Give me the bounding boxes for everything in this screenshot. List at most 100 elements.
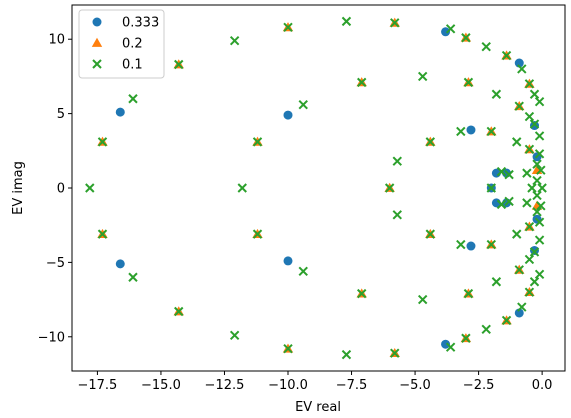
- data-point-stroke: [461, 333, 471, 343]
- legend-marker-x-stroke: [92, 59, 102, 69]
- data-point-stroke: [529, 277, 540, 287]
- data-point: [524, 144, 535, 155]
- data-point: [514, 265, 524, 275]
- data-point-stroke: [496, 166, 507, 177]
- data-point: [237, 183, 247, 193]
- data-point: [425, 229, 436, 239]
- data-point: [529, 247, 540, 257]
- legend-label: 0.2: [122, 37, 143, 52]
- data-point: [537, 183, 547, 193]
- data-point: [529, 89, 540, 99]
- x-tick-label: 0.0: [532, 378, 553, 393]
- data-point: [524, 221, 535, 232]
- data-point: [532, 159, 542, 169]
- data-point-stroke: [532, 159, 542, 169]
- data-point: [85, 183, 95, 193]
- data-point-stroke: [341, 16, 352, 27]
- data-point: [534, 269, 545, 279]
- data-point-stroke: [514, 101, 524, 111]
- data-point: [532, 175, 542, 186]
- data-point-stroke: [486, 239, 497, 250]
- data-point: [501, 50, 512, 61]
- x-tick-label: −7.5: [336, 378, 368, 393]
- data-point: [252, 137, 263, 147]
- data-point: [534, 97, 545, 107]
- data-point: [517, 64, 527, 74]
- data-point: [532, 190, 542, 201]
- points-layer: [85, 16, 547, 360]
- data-point: [496, 166, 507, 177]
- data-point: [534, 149, 545, 159]
- data-point-stroke: [512, 137, 522, 147]
- data-point: [527, 183, 537, 193]
- data-point-stroke: [524, 221, 535, 232]
- data-point-stroke: [298, 99, 308, 110]
- data-point-stroke: [425, 229, 436, 239]
- data-point: [536, 165, 546, 175]
- data-point-stroke: [534, 217, 545, 227]
- data-point: [466, 125, 476, 135]
- data-point-stroke: [536, 201, 546, 211]
- data-point: [514, 58, 524, 68]
- data-point-stroke: [390, 348, 400, 358]
- legend-label: 0.1: [122, 58, 143, 73]
- data-point: [530, 245, 540, 255]
- legend-marker-circle: [92, 17, 102, 27]
- data-point: [486, 183, 497, 193]
- data-point: [229, 36, 240, 46]
- data-point-stroke: [461, 33, 471, 43]
- data-point: [341, 16, 352, 27]
- data-point: [496, 199, 507, 210]
- data-point-stroke: [237, 183, 247, 193]
- data-point-stroke: [529, 247, 540, 257]
- data-point-stroke: [229, 330, 240, 340]
- data-point-stroke: [229, 36, 240, 46]
- x-tick-label: −2.5: [463, 378, 495, 393]
- data-point: [229, 330, 240, 340]
- data-point: [532, 207, 542, 217]
- data-point: [356, 77, 367, 88]
- data-point: [461, 333, 471, 343]
- data-point-stroke: [456, 126, 466, 137]
- data-point-stroke: [356, 77, 367, 88]
- data-point-stroke: [532, 207, 542, 217]
- y-tick-label: −10: [38, 330, 65, 345]
- legend-items: 0.333 0.2 0.1: [91, 16, 159, 73]
- data-point-stroke: [481, 41, 491, 52]
- data-point: [534, 131, 545, 141]
- data-point-stroke: [97, 137, 108, 147]
- data-point: [252, 229, 263, 239]
- data-point: [504, 169, 514, 180]
- data-point: [392, 156, 402, 166]
- data-point-stroke: [491, 277, 502, 287]
- x-tick-label: −15.0: [141, 378, 181, 393]
- data-point-stroke: [417, 71, 428, 82]
- data-point-stroke: [537, 183, 547, 193]
- data-point: [466, 241, 476, 251]
- data-point-stroke: [504, 196, 514, 207]
- data-point-stroke: [517, 64, 527, 74]
- data-point: [356, 288, 367, 299]
- data-point: [504, 196, 514, 207]
- data-point: [283, 110, 293, 120]
- data-point: [486, 239, 497, 250]
- data-point: [441, 27, 451, 37]
- data-point-stroke: [512, 229, 522, 239]
- data-point: [174, 306, 184, 317]
- data-point-stroke: [298, 266, 308, 277]
- data-point-stroke: [532, 175, 542, 186]
- data-point-stroke: [524, 144, 535, 155]
- data-point: [512, 137, 522, 147]
- data-point: [481, 41, 491, 52]
- data-point-stroke: [501, 315, 512, 326]
- legend-marker-triangle: [91, 37, 103, 47]
- data-point-stroke: [463, 77, 474, 88]
- data-point: [445, 342, 456, 352]
- data-point-stroke: [486, 126, 497, 137]
- data-point-stroke: [384, 183, 395, 193]
- data-point: [298, 99, 308, 110]
- data-point-stroke: [524, 79, 535, 89]
- data-point-stroke: [517, 302, 527, 312]
- data-point-stroke: [534, 149, 545, 159]
